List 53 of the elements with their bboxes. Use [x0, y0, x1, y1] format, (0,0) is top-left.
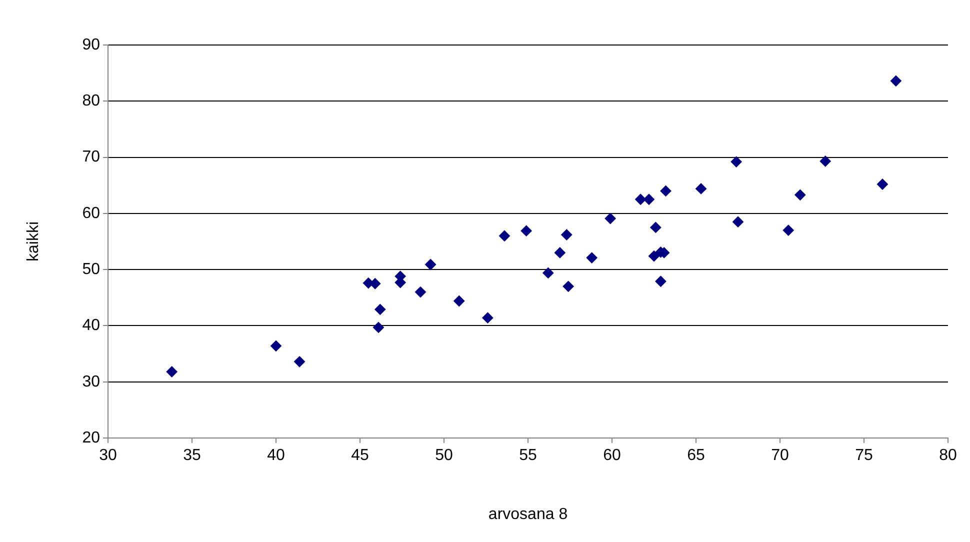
- x-tick-label: 35: [183, 447, 201, 464]
- y-tick-label: 60: [82, 204, 100, 222]
- y-tick-label: 20: [82, 429, 100, 446]
- x-tick-label: 45: [351, 447, 369, 464]
- x-tick-label: 30: [99, 447, 117, 464]
- x-tick-label: 65: [687, 447, 705, 464]
- point: [782, 224, 794, 236]
- point: [635, 194, 646, 205]
- y-axis-title: kaikki: [25, 221, 42, 262]
- point: [554, 247, 566, 258]
- point: [372, 322, 384, 333]
- y-tick-label: 30: [82, 373, 100, 390]
- point: [820, 156, 831, 167]
- x-tick-label: 55: [519, 447, 537, 464]
- point: [454, 296, 465, 307]
- point: [270, 340, 282, 352]
- x-tick-label: 80: [939, 447, 957, 464]
- point: [425, 259, 436, 270]
- point: [414, 286, 426, 298]
- y-tick-label: 50: [82, 260, 100, 278]
- point: [650, 222, 662, 233]
- point: [732, 216, 744, 228]
- x-tick-label: 40: [267, 447, 285, 464]
- x-tick-label: 50: [435, 447, 453, 464]
- point: [876, 178, 888, 190]
- point: [660, 185, 672, 196]
- y-tick-label: 90: [82, 36, 100, 54]
- x-axis-title: arvosana 8: [488, 506, 568, 523]
- point: [643, 194, 654, 205]
- point: [166, 366, 178, 378]
- x-tick-label: 60: [603, 447, 621, 464]
- point: [730, 156, 742, 168]
- point: [520, 225, 532, 236]
- y-tick-label: 80: [82, 92, 100, 110]
- point: [655, 276, 666, 287]
- point: [794, 189, 806, 200]
- point: [542, 267, 554, 278]
- point: [498, 230, 510, 242]
- point: [586, 252, 598, 264]
- point: [604, 212, 616, 224]
- point: [374, 304, 386, 315]
- y-tick-label: 40: [82, 317, 100, 334]
- point: [648, 250, 660, 262]
- point: [482, 312, 494, 324]
- x-tick-label: 70: [771, 447, 789, 464]
- point: [562, 280, 574, 292]
- y-tick-label: 70: [82, 148, 100, 166]
- point: [294, 356, 306, 368]
- point: [696, 183, 707, 194]
- point: [370, 278, 381, 290]
- x-tick-label: 75: [855, 447, 873, 464]
- point: [890, 75, 902, 86]
- point: [561, 229, 572, 240]
